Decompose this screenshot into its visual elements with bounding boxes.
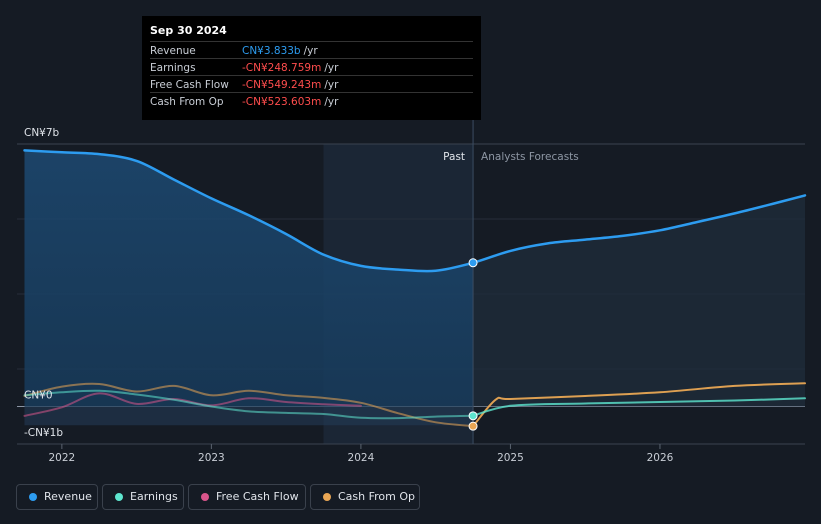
series-lines: [23, 149, 807, 428]
earnings-line-past: [23, 389, 475, 420]
earnings-line-forecast: [472, 397, 806, 417]
revenue-area-past: [24, 150, 474, 407]
x-tick-label: 2024: [348, 452, 375, 464]
y-tick-label: -CN¥1b: [24, 427, 63, 439]
revenue-marker: [468, 258, 478, 268]
cash-from-op-line-past: [23, 382, 475, 428]
legend-label: Earnings: [130, 490, 178, 503]
tooltip-row-revenue: Revenue CN¥3.833b/yr: [150, 41, 473, 59]
free-cash-flow-dot-icon: [201, 493, 209, 501]
x-tick-label: 2026: [647, 452, 674, 464]
legend-item-free-cash-flow[interactable]: Free Cash Flow: [188, 484, 306, 510]
tooltip-label: Free Cash Flow: [150, 79, 229, 91]
x-tick-label: 2023: [198, 452, 225, 464]
x-tick-label: 2025: [497, 452, 524, 464]
tooltip-row-earnings: Earnings -CN¥248.759m/yr: [150, 58, 473, 76]
y-tick-label: CN¥0: [24, 390, 53, 402]
x-tick-label: 2022: [48, 452, 75, 464]
tooltip-label: Earnings: [150, 62, 196, 74]
tooltip-row-cash-from-op: Cash From Op -CN¥523.603m/yr: [150, 92, 473, 110]
tooltip-label: Cash From Op: [150, 96, 224, 108]
cash-from-op-dot-icon: [323, 493, 331, 501]
y-tick-label: CN¥7b: [24, 127, 60, 139]
legend-label: Free Cash Flow: [216, 490, 299, 503]
tooltip-value: CN¥3.833b/yr: [242, 45, 318, 57]
tooltip: Sep 30 2024 Revenue CN¥3.833b/yr Earning…: [142, 16, 481, 120]
revenue-area-forecast: [473, 195, 805, 407]
legend-label: Revenue: [44, 490, 92, 503]
legend-item-earnings[interactable]: Earnings: [102, 484, 184, 510]
tooltip-row-free-cash-flow: Free Cash Flow -CN¥549.243m/yr: [150, 75, 473, 93]
legend-item-revenue[interactable]: Revenue: [16, 484, 98, 510]
earnings-marker: [468, 411, 478, 421]
tooltip-label: Revenue: [150, 45, 196, 57]
tooltip-value: -CN¥549.243m/yr: [242, 79, 339, 91]
negative-band: [24, 406, 474, 426]
cash-from-op-marker: [468, 421, 478, 431]
tooltip-value: -CN¥248.759m/yr: [242, 62, 339, 74]
cash-from-op-line-forecast: [472, 382, 806, 428]
axis-labels: CN¥7b CN¥0 -CN¥1b 2022 2023 2024 2025 2026 Past A…: [24, 127, 674, 464]
hover-markers: [468, 258, 478, 431]
tooltip-value: -CN¥523.603m/yr: [242, 96, 339, 108]
revenue-line: [23, 149, 807, 273]
legend-item-cash-from-op[interactable]: Cash From Op: [310, 484, 420, 510]
tooltip-date: Sep 30 2024: [150, 24, 227, 37]
legend-label: Cash From Op: [338, 490, 416, 503]
past-label: Past: [443, 151, 465, 163]
revenue-area: [24, 150, 805, 426]
forecast-label: Analysts Forecasts: [481, 151, 579, 163]
earnings-dot-icon: [115, 493, 123, 501]
revenue-dot-icon: [29, 493, 37, 501]
